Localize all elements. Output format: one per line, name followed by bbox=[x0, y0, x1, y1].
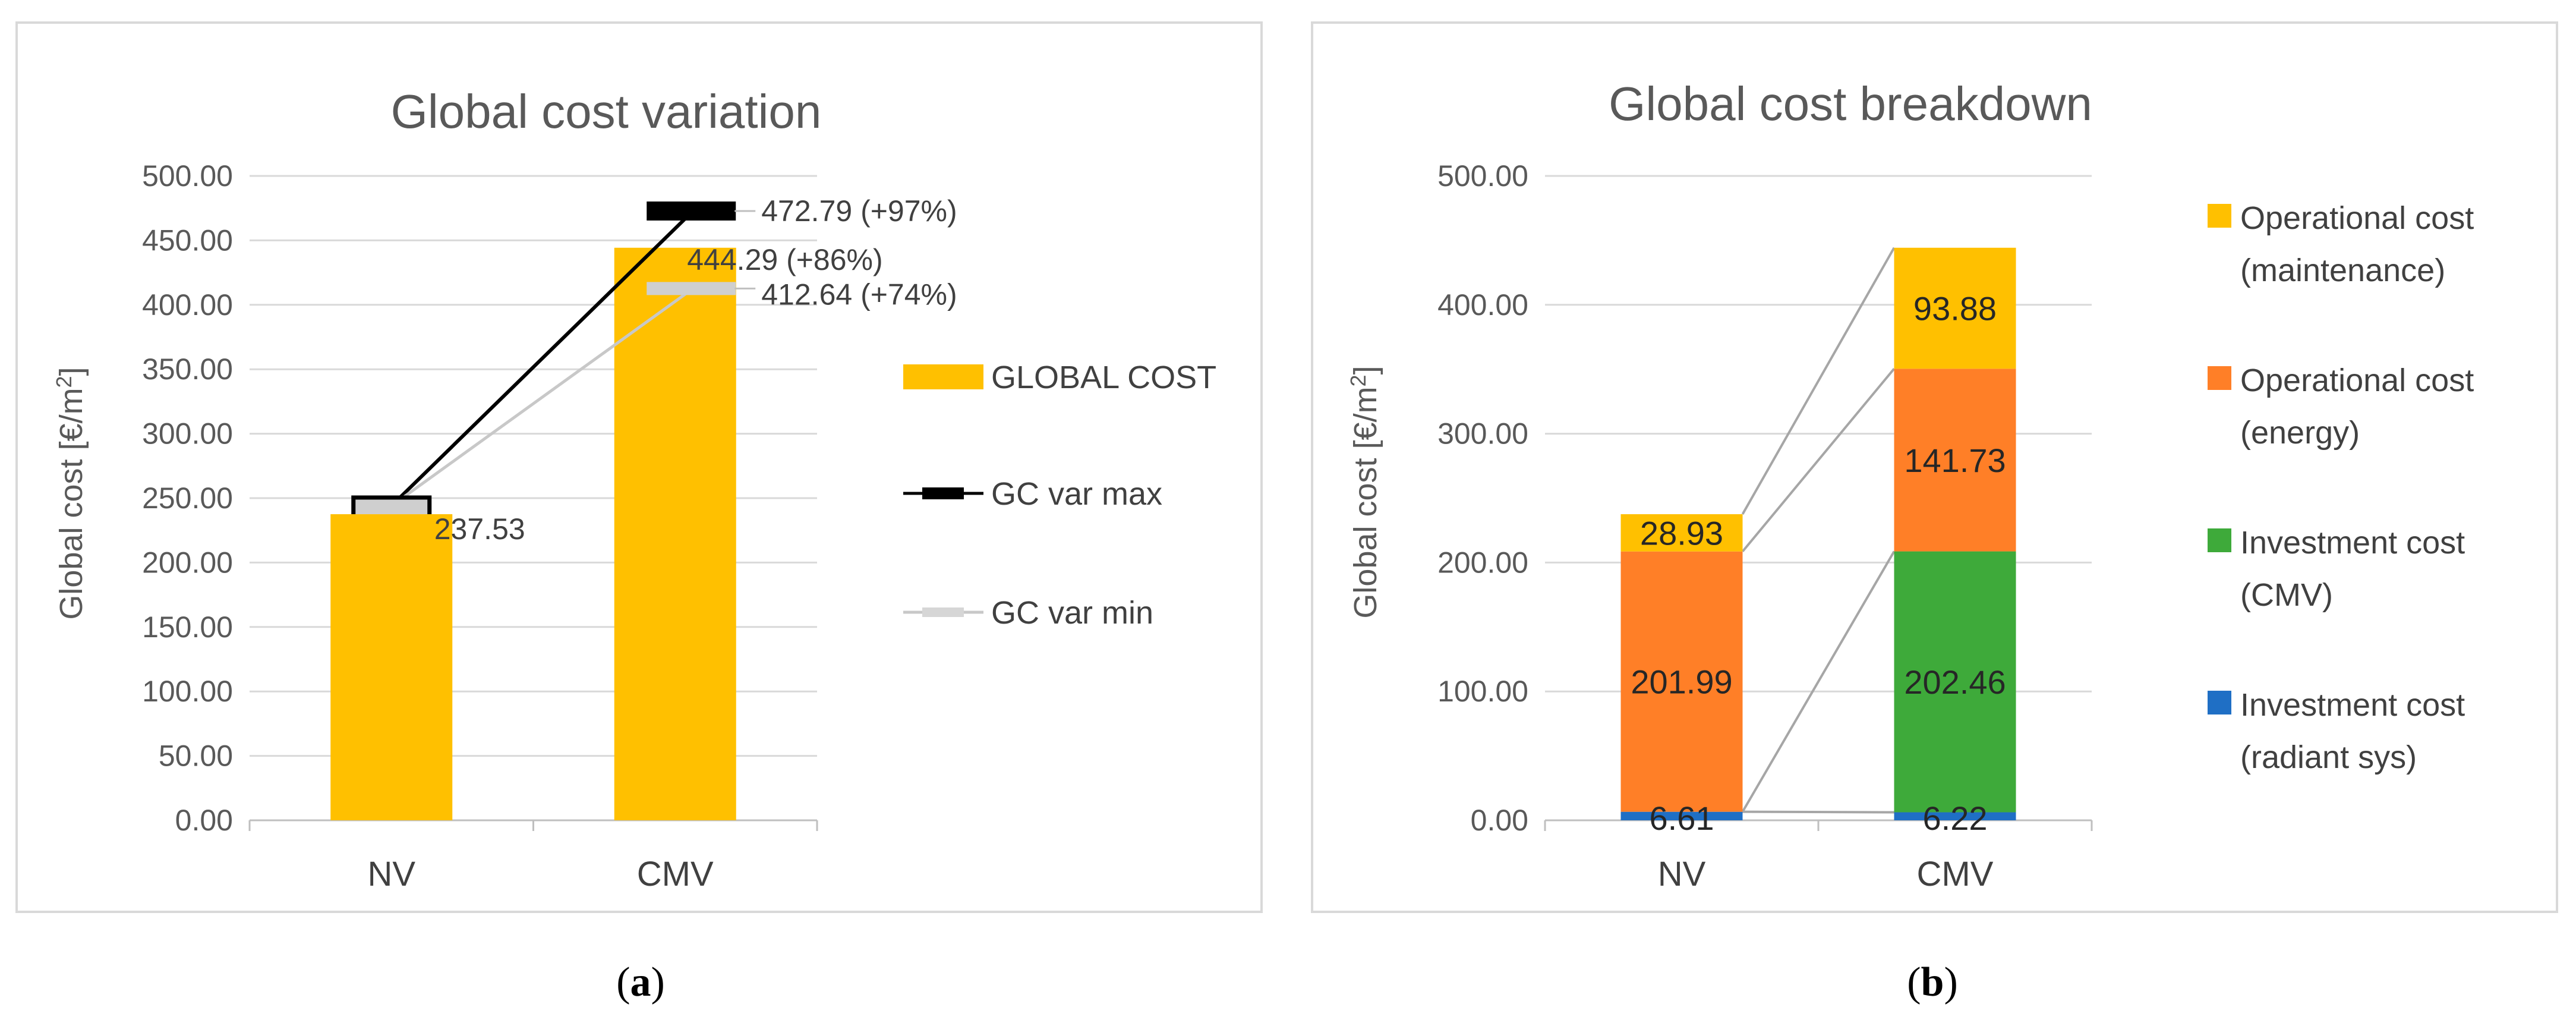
data-label-segment: 141.73 bbox=[1904, 442, 2006, 479]
y-tick-label: 400.00 bbox=[1437, 288, 1528, 322]
legend-label-line1: Operational cost bbox=[2240, 200, 2474, 236]
x-category-label: CMV bbox=[637, 855, 714, 893]
line-gc-var-min bbox=[390, 287, 694, 508]
x-category-label: NV bbox=[1658, 855, 1706, 893]
data-label-segment: 93.88 bbox=[1913, 290, 1997, 328]
data-label-segment: 202.46 bbox=[1904, 663, 2006, 701]
series-connector-line bbox=[1741, 368, 1896, 553]
data-label-segment: 28.93 bbox=[1640, 514, 1723, 552]
y-tick-label: 500.00 bbox=[1437, 159, 1528, 193]
chart-b-plot: 0.00 100.00 200.00 300.00 400.00 500.00 NV CMV 6… bbox=[1437, 159, 2474, 893]
y-tick-label: 450.00 bbox=[142, 224, 233, 257]
chart-b-ylabel: Global cost [€/m2] bbox=[1346, 366, 1383, 618]
legend-swatch bbox=[2208, 366, 2231, 390]
bar-segment-operational-cost-energy bbox=[1894, 369, 2016, 552]
x-category-label: NV bbox=[367, 855, 415, 893]
y-tick-label: 200.00 bbox=[1437, 546, 1528, 579]
y-tick-label: 0.00 bbox=[175, 804, 233, 837]
chart-a-title: Global cost variation bbox=[391, 85, 822, 138]
legend-label-line2: (radiant sys) bbox=[2240, 739, 2417, 775]
data-label-segment: 201.99 bbox=[1631, 663, 1732, 701]
legend-label-line2: (CMV) bbox=[2240, 577, 2333, 613]
y-tick-label: 200.00 bbox=[142, 546, 233, 579]
legend-swatch bbox=[2208, 691, 2231, 714]
marker-gc-var-min bbox=[647, 282, 736, 295]
data-label-global-cost: 444.29 (+86%) bbox=[687, 243, 882, 276]
series-connector-line bbox=[1741, 550, 1896, 813]
data-label-segment: 6.61 bbox=[1650, 799, 1714, 837]
marker-gc-var-nv-fill bbox=[354, 499, 428, 515]
caption-a: (a) bbox=[616, 959, 665, 1005]
legend-swatch bbox=[2208, 204, 2231, 228]
legend-swatch bbox=[2208, 528, 2231, 552]
bar-global-cost bbox=[330, 514, 453, 820]
legend-label-gc-var-max: GC var max bbox=[991, 476, 1162, 512]
marker-gc-var-nv bbox=[351, 495, 432, 515]
y-tick-label: 350.00 bbox=[142, 352, 233, 386]
legend-label-line2: (energy) bbox=[2240, 415, 2360, 451]
bar-global-cost bbox=[614, 247, 736, 820]
bar-segment-operational-cost-energy bbox=[1620, 551, 1743, 812]
legend-marker-gc-var-min bbox=[922, 607, 964, 617]
y-tick-label: 0.00 bbox=[1471, 804, 1528, 837]
data-label-segment: 6.22 bbox=[1923, 799, 1988, 837]
y-tick-label: 300.00 bbox=[1437, 417, 1528, 451]
y-tick-label: 150.00 bbox=[142, 610, 233, 644]
legend-label-line1: Investment cost bbox=[2240, 525, 2465, 561]
chart-a-ylabel: Global cost [€/m2] bbox=[52, 367, 89, 619]
legend-swatch-global-cost bbox=[903, 364, 983, 389]
y-tick-label: 500.00 bbox=[142, 159, 233, 193]
chart-b-title: Global cost breakdown bbox=[1609, 77, 2092, 130]
bar-segment-investment-cost-radiant-sys bbox=[1894, 812, 2016, 820]
y-tick-label: 400.00 bbox=[142, 288, 233, 322]
y-tick-label: 100.00 bbox=[142, 675, 233, 708]
caption-b: (b) bbox=[1907, 959, 1958, 1005]
legend-label-line2: (maintenance) bbox=[2240, 253, 2445, 288]
bar-segment-investment-cost-radiant-sys bbox=[1620, 811, 1743, 820]
series-connector-line bbox=[1742, 810, 1894, 814]
legend-marker-gc-var-max bbox=[922, 487, 964, 499]
bar-segment-operational-cost-maintenance bbox=[1894, 247, 2016, 369]
line-gc-var-max bbox=[390, 209, 695, 508]
y-tick-label: 50.00 bbox=[159, 739, 233, 773]
legend-label-gc-var-min: GC var min bbox=[991, 595, 1153, 631]
marker-gc-var-max bbox=[647, 201, 736, 221]
bar-segment-operational-cost-maintenance bbox=[1620, 514, 1743, 552]
series-connector-line bbox=[1741, 247, 1896, 515]
data-label-gc-var-max: 472.79 (+97%) bbox=[761, 194, 957, 228]
y-tick-label: 300.00 bbox=[142, 417, 233, 451]
data-label-gc-var-min: 412.64 (+74%) bbox=[761, 278, 957, 311]
legend-label-line1: Operational cost bbox=[2240, 363, 2474, 398]
legend-label-global-cost: GLOBAL COST bbox=[991, 360, 1216, 395]
y-tick-label: 250.00 bbox=[142, 481, 233, 515]
legend-label-line1: Investment cost bbox=[2240, 687, 2465, 723]
x-category-label: CMV bbox=[1917, 855, 1994, 893]
chart-a-plot: 0.00 50.00 100.00 150.00 200.00 250.00 300.00 3… bbox=[142, 159, 1216, 893]
y-tick-label: 100.00 bbox=[1437, 675, 1528, 708]
data-label-global-cost: 237.53 bbox=[434, 512, 525, 546]
bar-segment-investment-cost-cmv bbox=[1894, 551, 2016, 813]
